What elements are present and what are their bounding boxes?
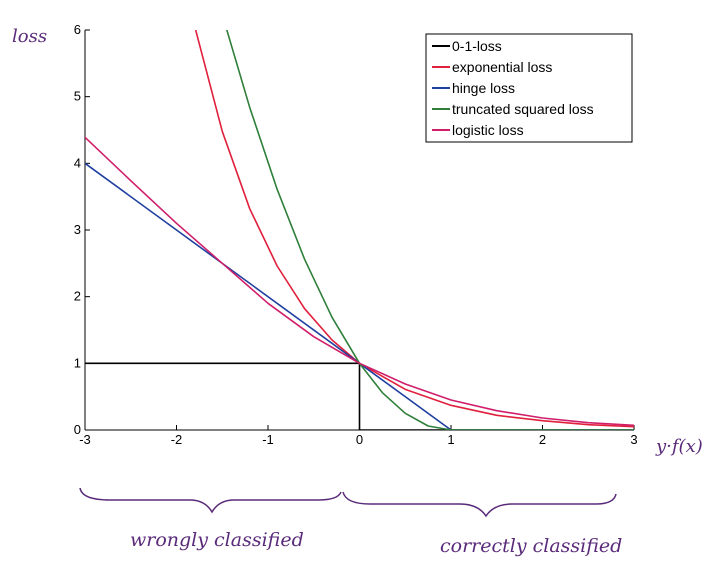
legend-items: 0-1-loss exponential loss hinge loss trunca… [432,38,594,138]
x-tick-label: 1 [447,432,454,447]
left-brace [79,487,342,514]
legend-label: exponential loss [452,59,552,75]
x-tick-label: -2 [171,432,183,447]
legend: 0-1-loss exponential loss hinge loss trunca… [425,33,633,143]
series-layer [85,30,634,430]
y-tick-label: 1 [74,355,81,370]
legend-box [425,33,633,143]
y-tick-label: 6 [74,22,81,37]
series-line-hinge-loss [85,162,634,430]
x-tick-label: 0 [356,432,363,447]
x-tick-label: -1 [262,432,274,447]
x-ticks: -3 -2 -1 0 1 2 3 [79,425,638,447]
x-tick-label: 3 [630,432,637,447]
x-tick-label: -3 [79,432,91,447]
region-braces [79,487,617,518]
y-tick-label: 0 [74,422,81,437]
right-brace [342,491,617,518]
legend-label: 0-1-loss [452,38,502,54]
y-tick-label: 3 [74,222,81,237]
legend-label: hinge loss [452,80,515,96]
y-tick-label: 2 [74,289,81,304]
y-tick-label: 5 [74,89,81,104]
legend-label: truncated squared loss [452,101,594,117]
x-axis-label: y·f(x) [655,436,703,457]
annotation-correctly-classified: correctly classified [440,535,622,557]
series-line-logistic-loss [85,136,634,427]
y-ticks: 0 1 2 3 4 5 6 [74,22,90,437]
annotation-wrongly-classified: wrongly classified [130,529,304,551]
y-tick-label: 4 [74,155,81,170]
y-axis-label: loss [12,26,47,47]
series-line-0-1-loss [85,362,634,430]
legend-label: logistic loss [452,122,524,138]
x-tick-label: 2 [539,432,546,447]
